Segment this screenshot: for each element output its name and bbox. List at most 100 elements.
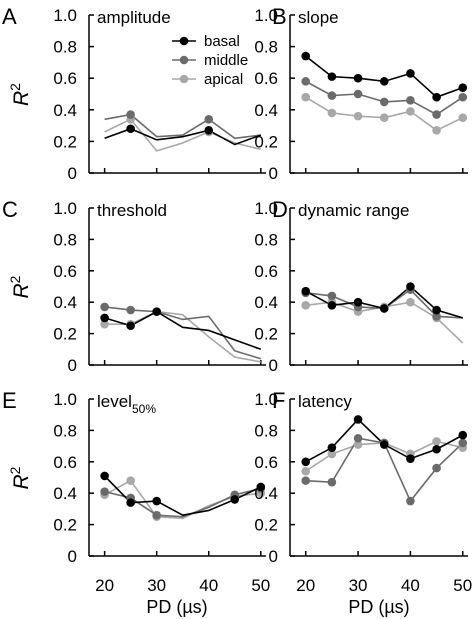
x-tick-label: 50 [251, 576, 270, 595]
data-point-basal [152, 496, 161, 506]
legend: basal middle apical [172, 33, 248, 88]
y-axis-label: R2 [7, 83, 33, 106]
data-point-basal [327, 301, 337, 310]
data-point-apical [327, 108, 337, 118]
x-axis-labels: PD (µs) PD (µs) [146, 597, 409, 617]
data-point-middle [327, 291, 337, 301]
y-tick-label: 0.6 [254, 69, 278, 88]
data-point-basal [204, 126, 214, 135]
panel-letter: F [272, 388, 285, 413]
y-tick-label: 0.6 [53, 262, 77, 281]
y-tick-label: 0.4 [254, 484, 278, 503]
data-point-apical [327, 449, 337, 459]
panel-title: latency [298, 392, 352, 411]
data-point-basal [126, 498, 135, 507]
data-point-apical [406, 297, 415, 307]
panels-layer: 00.20.40.60.81.0A amplitudeR200.20.40.60.… [2, 4, 472, 595]
y-tick-label: 0.2 [254, 132, 278, 151]
data-point-middle [353, 89, 363, 99]
y-axis-label-base: R [10, 283, 33, 298]
data-point-middle [406, 96, 415, 105]
data-point-apical [100, 319, 109, 329]
y-axis-label-base: R [10, 474, 33, 489]
data-point-basal [379, 77, 389, 86]
y-tick-label: 0.2 [53, 516, 77, 535]
panel-letter: E [2, 388, 17, 413]
data-point-apical [406, 107, 415, 116]
legend-marker-basal [179, 36, 189, 46]
data-point-middle [432, 463, 441, 473]
y-axis-label: R2 [7, 275, 33, 298]
y-tick-label: 0.8 [53, 230, 77, 249]
y-tick-label: 0.8 [254, 230, 278, 249]
y-tick-label: 0.4 [53, 101, 77, 120]
data-point-basal [458, 430, 468, 440]
data-point-basal [327, 443, 337, 452]
data-point-middle [432, 312, 441, 321]
data-point-apical [301, 92, 311, 102]
panel-a: 0 0.2 0.4 0.6 0.8 1.0 A amplitude R2 [2, 4, 266, 183]
y-tick-label: 0.8 [254, 38, 278, 57]
panel-e: 0 0.2 0.4 0.6 0.8 1.0 20 30 40 50 E level50% R2 [2, 388, 270, 595]
y-tick-label: 1.0 [53, 6, 77, 25]
data-point-basal [353, 415, 363, 424]
y-tick-label: 0.6 [53, 453, 77, 472]
data-point-middle [327, 91, 337, 100]
panel-title: threshold [97, 201, 167, 220]
data-point-middle [458, 92, 468, 102]
data-point-apical [353, 440, 363, 449]
panel-title-subscript: 50% [132, 402, 156, 416]
panel-title-text: level [97, 392, 132, 411]
data-point-basal [301, 457, 311, 467]
y-tick-label: 1.0 [254, 6, 278, 25]
data-point-basal [327, 72, 337, 81]
data-point-basal [100, 471, 109, 481]
data-point-apical [353, 111, 363, 121]
data-point-basal [406, 454, 415, 463]
series-line-basal [104, 310, 262, 351]
data-point-basal [301, 286, 311, 296]
panel-title: amplitude [97, 8, 171, 27]
y-axis-label-sup: 2 [7, 466, 23, 474]
data-point-middle [100, 302, 109, 312]
data-point-basal [301, 51, 311, 61]
y-axis-label-base: R [10, 91, 33, 106]
data-point-apical [301, 466, 311, 476]
data-point-basal [230, 495, 240, 504]
panel-title-text: slope [298, 8, 339, 27]
x-tick-label: 30 [349, 576, 368, 595]
y-axis-label-sup: 2 [7, 83, 23, 91]
y-axis-label: R2 [7, 466, 33, 489]
data-point-middle [126, 305, 135, 315]
panel-title-text: dynamic range [298, 201, 410, 220]
data-point-apical [458, 113, 468, 122]
data-point-basal [458, 83, 468, 92]
x-tick-label: 40 [401, 576, 420, 595]
panel-d: 0 0.2 0.4 0.6 0.8 1.0D dynamic range [254, 197, 468, 375]
data-point-basal [379, 440, 389, 449]
y-tick-label: 0.2 [254, 325, 278, 344]
data-point-middle [406, 496, 415, 506]
panel-title-text: amplitude [97, 8, 171, 27]
x-axis-label-left: PD (µs) [146, 597, 207, 617]
x-tick-label: 30 [147, 576, 166, 595]
data-point-basal [432, 305, 441, 315]
data-point-basal [126, 321, 135, 331]
y-axis-label-sup: 2 [7, 275, 23, 283]
y-tick-label: 0.8 [254, 421, 278, 440]
y-tick-label: 1.0 [254, 390, 278, 409]
panel-letter: B [272, 4, 287, 29]
panel-title: slope [298, 8, 339, 27]
y-tick-label: 0 [269, 547, 278, 566]
legend-marker-middle [179, 55, 189, 65]
data-point-middle [126, 110, 135, 119]
y-tick-label: 0 [269, 356, 278, 375]
y-tick-label: 0.4 [254, 101, 278, 120]
panel-b: 0 0.2 0.4 0.6 0.8 1.0B slope [254, 4, 468, 183]
data-point-basal [432, 444, 441, 454]
data-point-basal [379, 304, 389, 313]
panel-title: level50% [97, 392, 156, 416]
data-point-apical [432, 126, 441, 135]
y-tick-label: 0.6 [254, 262, 278, 281]
data-point-middle [100, 487, 109, 496]
